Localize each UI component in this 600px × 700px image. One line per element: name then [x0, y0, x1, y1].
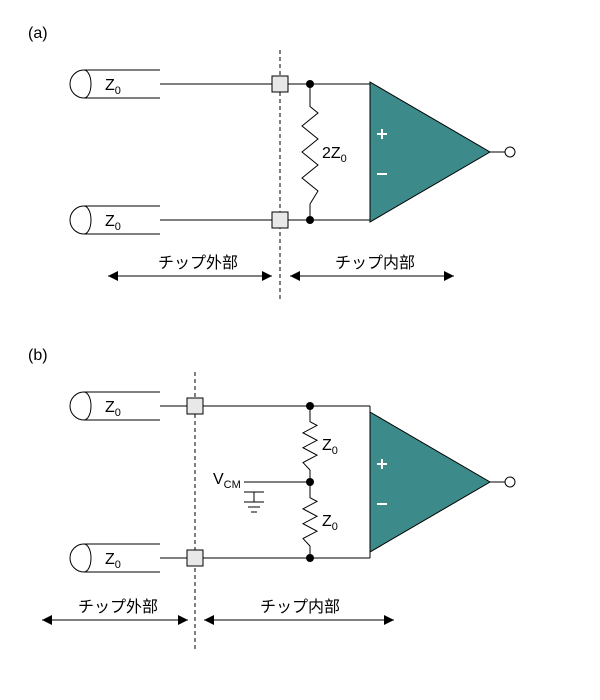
svg-text:チップ内部: チップ内部: [260, 598, 340, 616]
svg-text:チップ外部: チップ外部: [78, 598, 158, 616]
svg-text:VCM: VCM: [213, 471, 241, 491]
svg-text:Z0: Z0: [322, 437, 338, 457]
svg-text:チップ外部: チップ外部: [158, 254, 238, 272]
figure-a: (a)Z0Z02Z0チップ外部チップ内部: [28, 25, 515, 300]
svg-text:(a): (a): [28, 25, 48, 42]
figure-b: (b)Z0Z0Z0Z0VCMチップ外部チップ内部: [28, 347, 515, 650]
svg-text:2Z0: 2Z0: [322, 145, 347, 165]
svg-text:(b): (b): [28, 347, 48, 364]
svg-text:Z0: Z0: [322, 513, 338, 533]
svg-text:チップ内部: チップ内部: [335, 254, 415, 272]
